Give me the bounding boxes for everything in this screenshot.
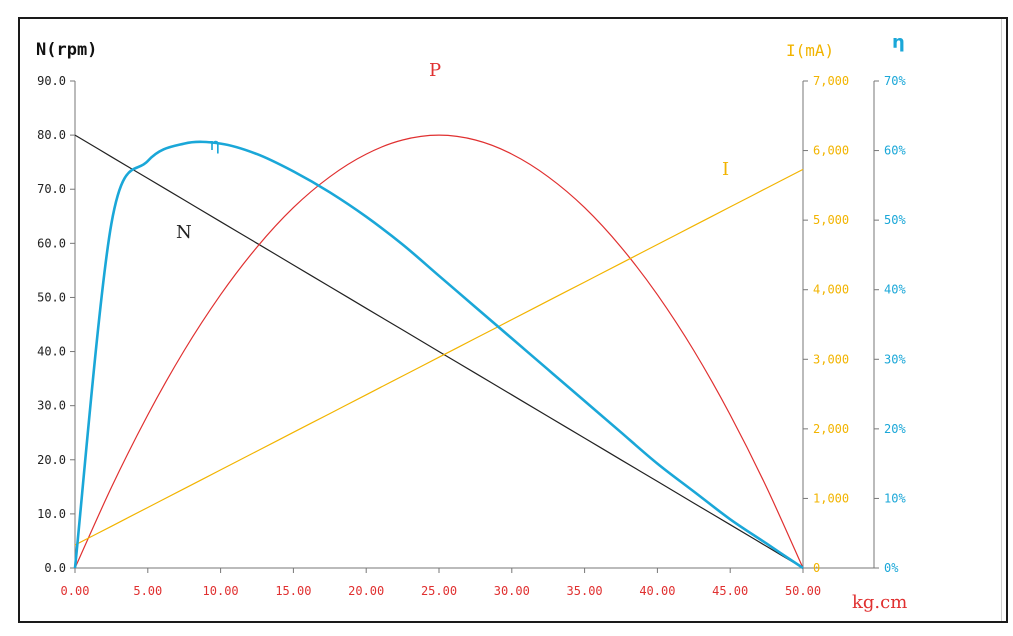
right2-tick-label: 20% xyxy=(884,422,906,436)
right2-tick-label: 40% xyxy=(884,283,906,297)
right1-tick-label: 1,000 xyxy=(813,491,849,505)
right1-axis-title: I(mA) xyxy=(786,41,834,60)
left-tick-label: 0.0 xyxy=(44,561,66,575)
right1-tick-label: 0 xyxy=(813,561,820,575)
right1-tick-label: 5,000 xyxy=(813,213,849,227)
right1-tick-label: 4,000 xyxy=(813,283,849,297)
right1-tick-label: 6,000 xyxy=(813,144,849,158)
right2-tick-label: 0% xyxy=(884,561,899,575)
bottom-tick-label: 10.00 xyxy=(203,584,239,598)
right2-tick-label: 50% xyxy=(884,213,906,227)
x-axis-title: kg.cm xyxy=(852,592,907,613)
labels-layer: N P Iη xyxy=(176,60,729,243)
series-label-eta: η xyxy=(209,134,220,155)
series-label-i: I xyxy=(722,159,729,180)
right1-tick-label: 2,000 xyxy=(813,422,849,436)
bottom-tick-label: 40.00 xyxy=(639,584,675,598)
series-line-eta xyxy=(73,140,804,570)
left-tick-label: 20.0 xyxy=(37,453,66,467)
left-tick-label: 40.0 xyxy=(37,345,66,359)
right2-tick-label: 60% xyxy=(884,144,906,158)
left-tick-label: 60.0 xyxy=(37,236,66,250)
bottom-tick-label: 20.00 xyxy=(348,584,384,598)
left-tick-label: 10.0 xyxy=(37,507,66,521)
series-line-n xyxy=(74,134,804,569)
series-layer xyxy=(73,134,804,570)
bottom-tick-label: 0.00 xyxy=(61,584,90,598)
series-line-p xyxy=(74,134,804,569)
series-label-p: P xyxy=(429,60,441,81)
chart-frame xyxy=(18,17,1008,623)
left-tick-label: 90.0 xyxy=(37,74,66,88)
right2-tick-label: 10% xyxy=(884,491,906,505)
bottom-tick-label: 25.00 xyxy=(421,584,457,598)
bottom-tick-label: 15.00 xyxy=(275,584,311,598)
right1-tick-label: 7,000 xyxy=(813,74,849,88)
bottom-tick-label: 5.00 xyxy=(133,584,162,598)
series-label-n: N xyxy=(176,222,192,243)
right2-tick-label: 70% xyxy=(884,74,906,88)
bottom-tick-label: 50.00 xyxy=(785,584,821,598)
left-tick-label: 80.0 xyxy=(37,128,66,142)
left-axis-title: N(rpm) xyxy=(36,40,97,60)
bottom-tick-label: 35.00 xyxy=(567,584,603,598)
right2-axis-title: η xyxy=(892,32,905,53)
bottom-tick-label: 30.00 xyxy=(494,584,530,598)
left-tick-label: 50.0 xyxy=(37,290,66,304)
left-tick-label: 70.0 xyxy=(37,182,66,196)
right1-tick-label: 3,000 xyxy=(813,352,849,366)
series-line-i xyxy=(74,168,804,546)
bottom-tick-label: 45.00 xyxy=(712,584,748,598)
axes-layer: 0.0 10.0 20.0 30.0 40.0 50.0 60.0 70.0 80.0 90.0 N… xyxy=(36,32,907,613)
right2-tick-label: 30% xyxy=(884,352,906,366)
left-tick-label: 30.0 xyxy=(37,399,66,413)
